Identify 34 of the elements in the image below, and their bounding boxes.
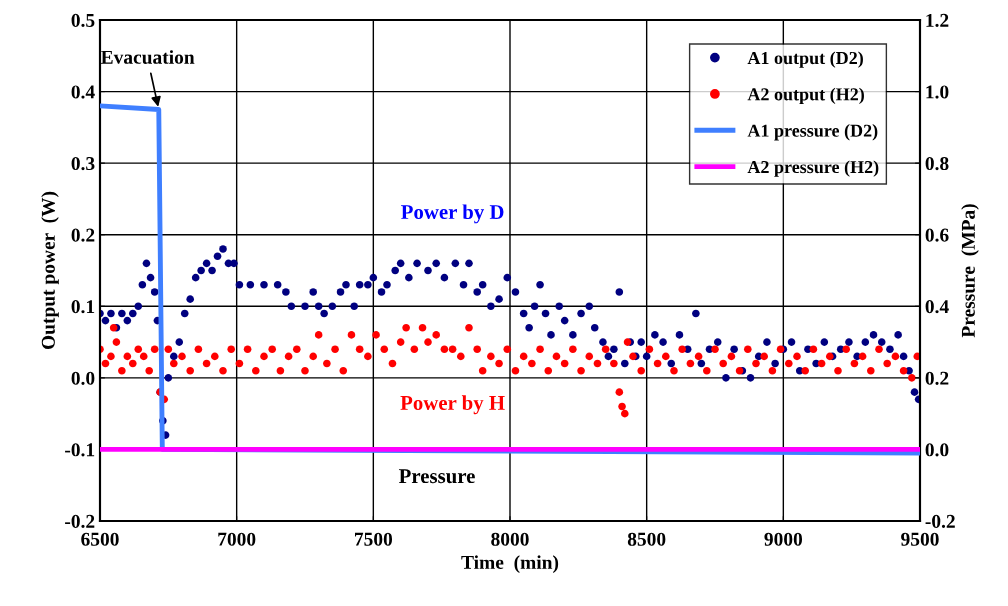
legend-label: A2 pressure (H2) — [747, 160, 879, 177]
y2-tick-label: 1.2 — [926, 13, 949, 28]
annotation: Power by D — [401, 204, 504, 224]
annotation: Power by H — [400, 395, 505, 415]
y2-tick-label: 0.8 — [925, 156, 949, 171]
y-tick-label: 0.4 — [71, 85, 95, 99]
y-tick-label: 0.3 — [71, 156, 95, 171]
annotation: Evacuation — [100, 50, 195, 64]
legend-label: A2 output (H2) — [747, 87, 864, 105]
x-tick-label: 7000 — [218, 532, 256, 546]
y2-tick-label: 0.2 — [925, 371, 949, 385]
x-tick-label: 7500 — [355, 532, 393, 546]
y-tick-label: 0.1 — [71, 300, 95, 314]
y2-tick-label: 0.0 — [925, 443, 949, 457]
annotation: Pressure — [398, 469, 475, 484]
y-tick-label: -0.1 — [65, 443, 95, 457]
x-axis-title: Time (min) — [461, 555, 559, 573]
x-tick-label: 9500 — [901, 532, 939, 546]
y-tick-label: 0.0 — [71, 371, 95, 385]
y-tick-label: 0.2 — [71, 228, 95, 242]
legend-label: A1 pressure (D2) — [747, 124, 878, 141]
x-tick-label: 8500 — [627, 532, 666, 546]
y2-tick-label: 0.4 — [925, 300, 949, 314]
legend-label: A1 output (D2) — [747, 51, 863, 68]
x-tick-label: 6500 — [81, 532, 119, 546]
y2-tick-label: 0.6 — [925, 228, 949, 242]
y-tick-label: 0.5 — [71, 13, 95, 28]
y-axis-title: Output power (W) — [41, 191, 59, 350]
x-tick-label: 9000 — [764, 532, 803, 546]
x-tick-label: 8000 — [491, 532, 529, 546]
y2-tick-label: 1.0 — [926, 85, 949, 99]
y2-tick-label: -0.2 — [925, 514, 955, 529]
y-tick-label: -0.2 — [65, 514, 95, 529]
y2-axis-title: Pressure (MPa) — [961, 204, 979, 338]
